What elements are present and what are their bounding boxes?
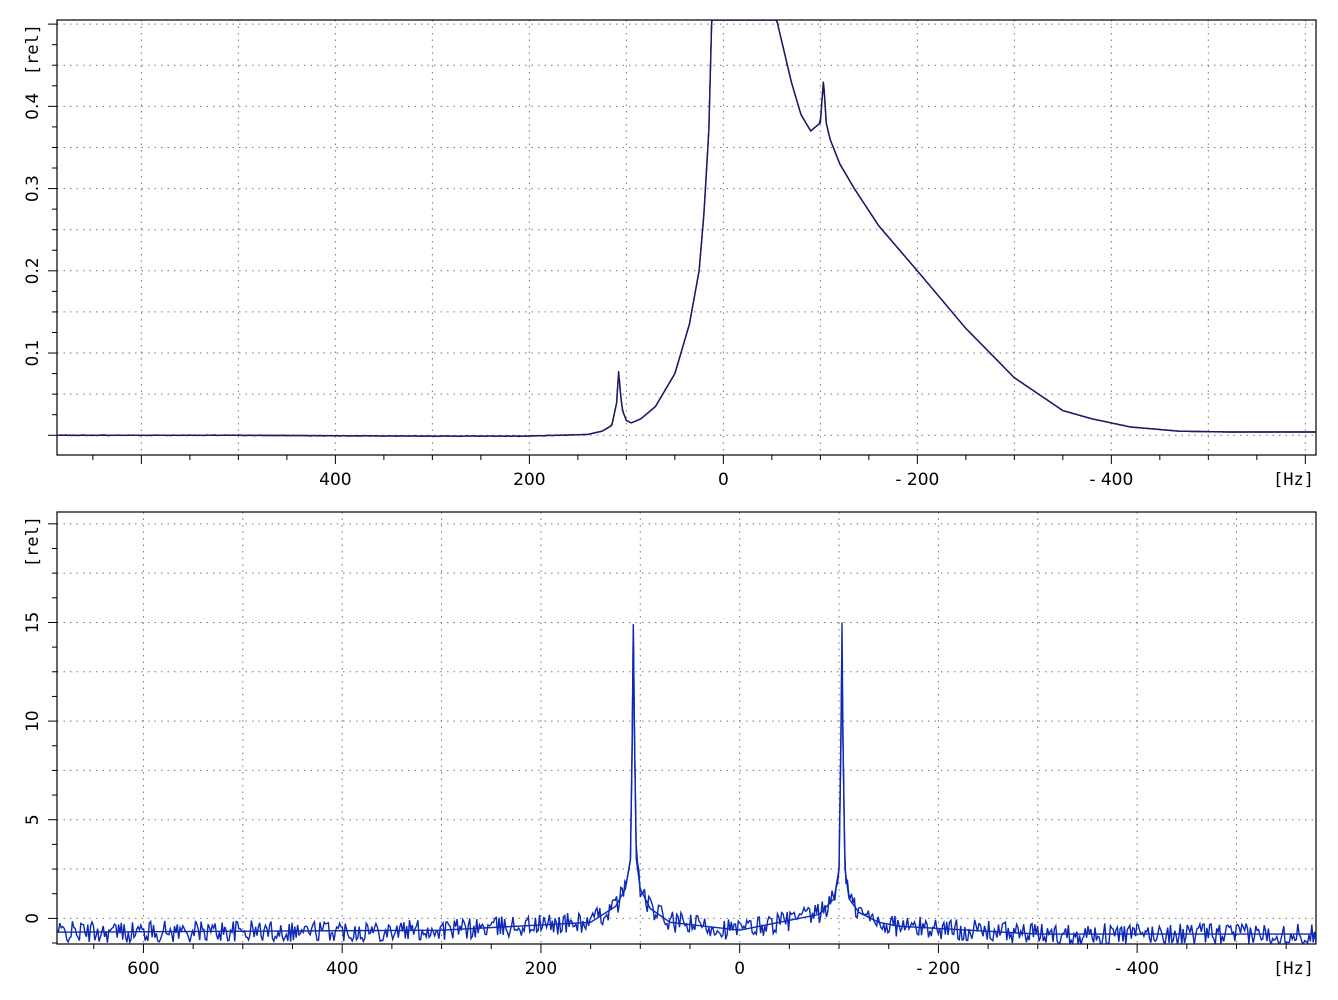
x-tick-label: 400 [319, 470, 351, 490]
spectrum-peak-line [57, 20, 1316, 437]
plot-frame [56, 511, 1317, 945]
x-tick-label: 0 [734, 959, 745, 979]
bottom-spectrum-panel: 600 400 200 0 - 200 - 400 [Hz] 0 5 10 15 [rel] [23, 511, 1317, 979]
plot-frame [56, 19, 1317, 456]
x-tick-label: - 200 [916, 959, 960, 979]
x-tick-label: - 400 [1115, 959, 1159, 979]
x-tick-label: 200 [513, 470, 545, 490]
y-tick-label: 15 [23, 612, 43, 634]
y-tick-label: 10 [23, 710, 43, 732]
y-tick-label: 5 [23, 814, 43, 825]
x-tick-label: 200 [525, 959, 557, 979]
y-tick-label: 0.2 [23, 257, 43, 284]
y-axis-unit: [rel] [23, 516, 43, 567]
spectrum-peak-line [57, 622, 1316, 935]
x-tick-label: 600 [127, 959, 159, 979]
x-tick-label: 0 [718, 470, 729, 490]
y-tick-label: 0.1 [23, 340, 43, 367]
y-tick-label: 0.3 [23, 175, 43, 202]
y-tick-label: 0 [23, 913, 43, 924]
x-tick-label: - 200 [895, 470, 939, 490]
y-axis-unit: [rel] [23, 24, 43, 75]
spectrum-line [57, 20, 1316, 438]
top-spectrum-panel: 400 200 0 - 200 - 400 [Hz] 0.1 0.2 0.3 0.4 [rel] [23, 19, 1317, 490]
x-axis-unit: [Hz] [1273, 470, 1314, 490]
x-axis-unit: [Hz] [1273, 959, 1314, 979]
y-tick-label: 0.4 [23, 93, 43, 120]
x-tick-label: 400 [326, 959, 358, 979]
x-tick-label: - 400 [1089, 470, 1133, 490]
